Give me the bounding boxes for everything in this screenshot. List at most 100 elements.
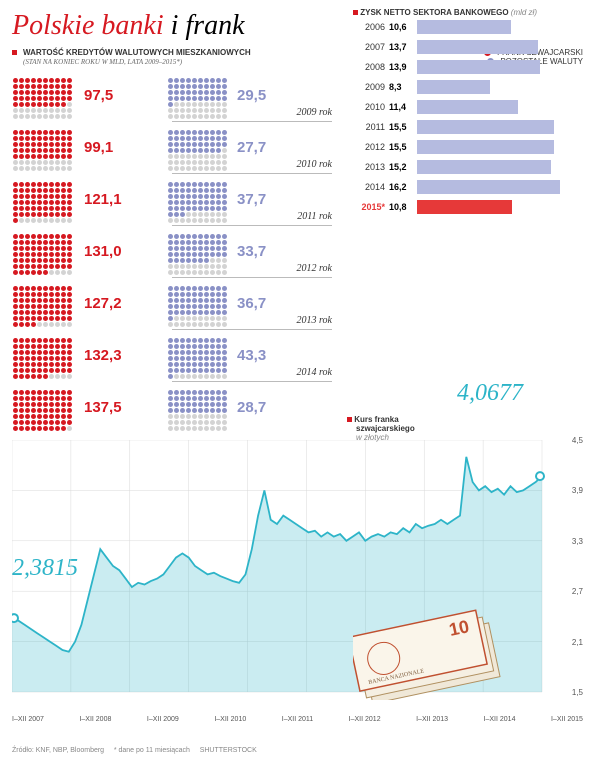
loan-year-label: 2010 rok — [297, 159, 332, 170]
loan-other-value: 28,7 — [237, 399, 266, 416]
x-tick: I–XII 2010 — [214, 716, 246, 730]
x-tick: I–XII 2013 — [416, 716, 448, 730]
loan-other-value: 29,5 — [237, 87, 266, 104]
x-axis: I–XII 2007I–XII 2008I–XII 2009I–XII 2010… — [12, 716, 583, 730]
footer: Źródło: KNF, NBP, Bloomberg * dane po 11… — [12, 747, 257, 754]
footer-credit: SHUTTERSTOCK — [200, 747, 257, 754]
rate-end: 4,0677 — [457, 380, 523, 407]
profit-row: 200713,7 — [353, 37, 583, 57]
profit-rows: 200610,6200713,7200813,920098,3201011,42… — [353, 17, 583, 217]
profit-year: 2007 — [353, 42, 389, 52]
profit-bar — [417, 160, 551, 174]
profit-chart: Zysk netto sektora bankowego (mld zł) 20… — [353, 8, 583, 217]
profit-row: 200813,9 — [353, 57, 583, 77]
profit-bar — [417, 120, 554, 134]
loan-chf-value: 121,1 — [84, 191, 122, 208]
y-tick: 3,3 — [572, 537, 583, 546]
profit-bar — [417, 100, 518, 114]
profit-year: 2009 — [353, 82, 389, 92]
profit-row: 201011,4 — [353, 97, 583, 117]
profit-value: 10,8 — [389, 202, 417, 212]
loan-year-label: 2012 rok — [297, 263, 332, 274]
profit-row: 201416,2 — [353, 177, 583, 197]
loan-other-value: 33,7 — [237, 243, 266, 260]
loan-row: 127,2 36,7 2013 rok — [12, 283, 332, 333]
title-red: Polskie banki — [12, 10, 164, 41]
footer-note: * dane po 11 miesiącach — [114, 747, 190, 754]
profit-bar — [417, 200, 512, 214]
loan-other-value: 27,7 — [237, 139, 266, 156]
x-tick: I–XII 2012 — [349, 716, 381, 730]
banknote-icon: 10 BANCA NAZIONALE — [353, 600, 513, 700]
x-tick: I–XII 2014 — [484, 716, 516, 730]
loan-row: 131,0 33,7 2012 rok — [12, 231, 332, 281]
profit-bar — [417, 140, 554, 154]
profit-row: 200610,6 — [353, 17, 583, 37]
loan-chf-value: 131,0 — [84, 243, 122, 260]
profit-header: Zysk netto sektora bankowego — [360, 8, 508, 17]
loan-other-value: 43,3 — [237, 347, 266, 364]
loan-other-value: 37,7 — [237, 191, 266, 208]
ex-l1: Kurs franka — [354, 415, 398, 424]
loan-row: 137,5 28,7 — [12, 387, 332, 437]
svg-text:10: 10 — [447, 616, 471, 640]
profit-value: 11,4 — [389, 102, 417, 112]
profit-value: 15,5 — [389, 122, 417, 132]
x-tick: I–XII 2015 — [551, 716, 583, 730]
profit-year: 2008 — [353, 62, 389, 72]
profit-value: 15,2 — [389, 162, 417, 172]
profit-bar — [417, 80, 490, 94]
footer-src: Źródło: KNF, NBP, Bloomberg — [12, 747, 104, 754]
loan-year-label: 2014 rok — [297, 367, 332, 378]
loan-chf-value: 132,3 — [84, 347, 122, 364]
profit-value: 16,2 — [389, 182, 417, 192]
loan-chf-value: 97,5 — [84, 87, 113, 104]
title-black: i frank — [164, 10, 245, 41]
loan-chf-value: 99,1 — [84, 139, 113, 156]
loan-year-label: 2013 rok — [297, 315, 332, 326]
y-tick: 3,9 — [572, 486, 583, 495]
profit-row: 20098,3 — [353, 77, 583, 97]
y-axis: 4,53,93,32,72,11,5 — [565, 440, 583, 710]
profit-bar — [417, 20, 511, 34]
x-tick: I–XII 2009 — [147, 716, 179, 730]
loans-header: Wartość kredytów walutowych mieszkaniowy… — [23, 48, 251, 57]
loan-row: 97,529,52009 rok — [12, 75, 332, 125]
profit-year: 2006 — [353, 22, 389, 32]
loan-year-label: 2011 rok — [297, 211, 332, 222]
profit-value: 8,3 — [389, 82, 417, 92]
profit-year: 2011 — [353, 122, 389, 132]
loan-chf-value: 127,2 — [84, 295, 122, 312]
profit-value: 15,5 — [389, 142, 417, 152]
x-tick: I–XII 2011 — [282, 716, 313, 730]
profit-title-row: Zysk netto sektora bankowego (mld zł) — [353, 8, 583, 17]
profit-year: 2012 — [353, 142, 389, 152]
y-tick: 2,7 — [572, 587, 583, 596]
profit-value: 13,7 — [389, 42, 417, 52]
profit-year: 2014 — [353, 182, 389, 192]
loan-row: 121,1 37,7 2011 rok — [12, 179, 332, 229]
loan-other-value: 36,7 — [237, 295, 266, 312]
profit-bar — [417, 40, 538, 54]
profit-year: 2010 — [353, 102, 389, 112]
x-tick: I–XII 2008 — [79, 716, 111, 730]
loans-chart: 97,529,52009 rok99,127,72010 rok121,137,… — [12, 75, 332, 439]
profit-row: 201115,5 — [353, 117, 583, 137]
profit-row: 201315,2 — [353, 157, 583, 177]
exchange-label: Kurs franka szwajcarskiego w złotych — [347, 415, 415, 442]
profit-bar — [417, 60, 540, 74]
profit-value: 10,6 — [389, 22, 417, 32]
profit-unit: (mld zł) — [511, 8, 537, 17]
bullet-icon — [347, 417, 352, 422]
y-tick: 4,5 — [572, 436, 583, 445]
profit-bar — [417, 180, 560, 194]
loans-note: (stan na koniec roku w mld, lata 2009–20… — [23, 58, 182, 66]
loan-row: 132,3 43,3 2014 rok — [12, 335, 332, 385]
exchange-chart: Kurs franka szwajcarskiego w złotych 2,3… — [12, 440, 583, 730]
profit-row: 201215,5 — [353, 137, 583, 157]
bullet-icon — [12, 50, 17, 55]
ex-l2: szwajcarskiego — [356, 424, 415, 433]
profit-value: 13,9 — [389, 62, 417, 72]
loan-chf-value: 137,5 — [84, 399, 122, 416]
y-tick: 2,1 — [572, 638, 583, 647]
